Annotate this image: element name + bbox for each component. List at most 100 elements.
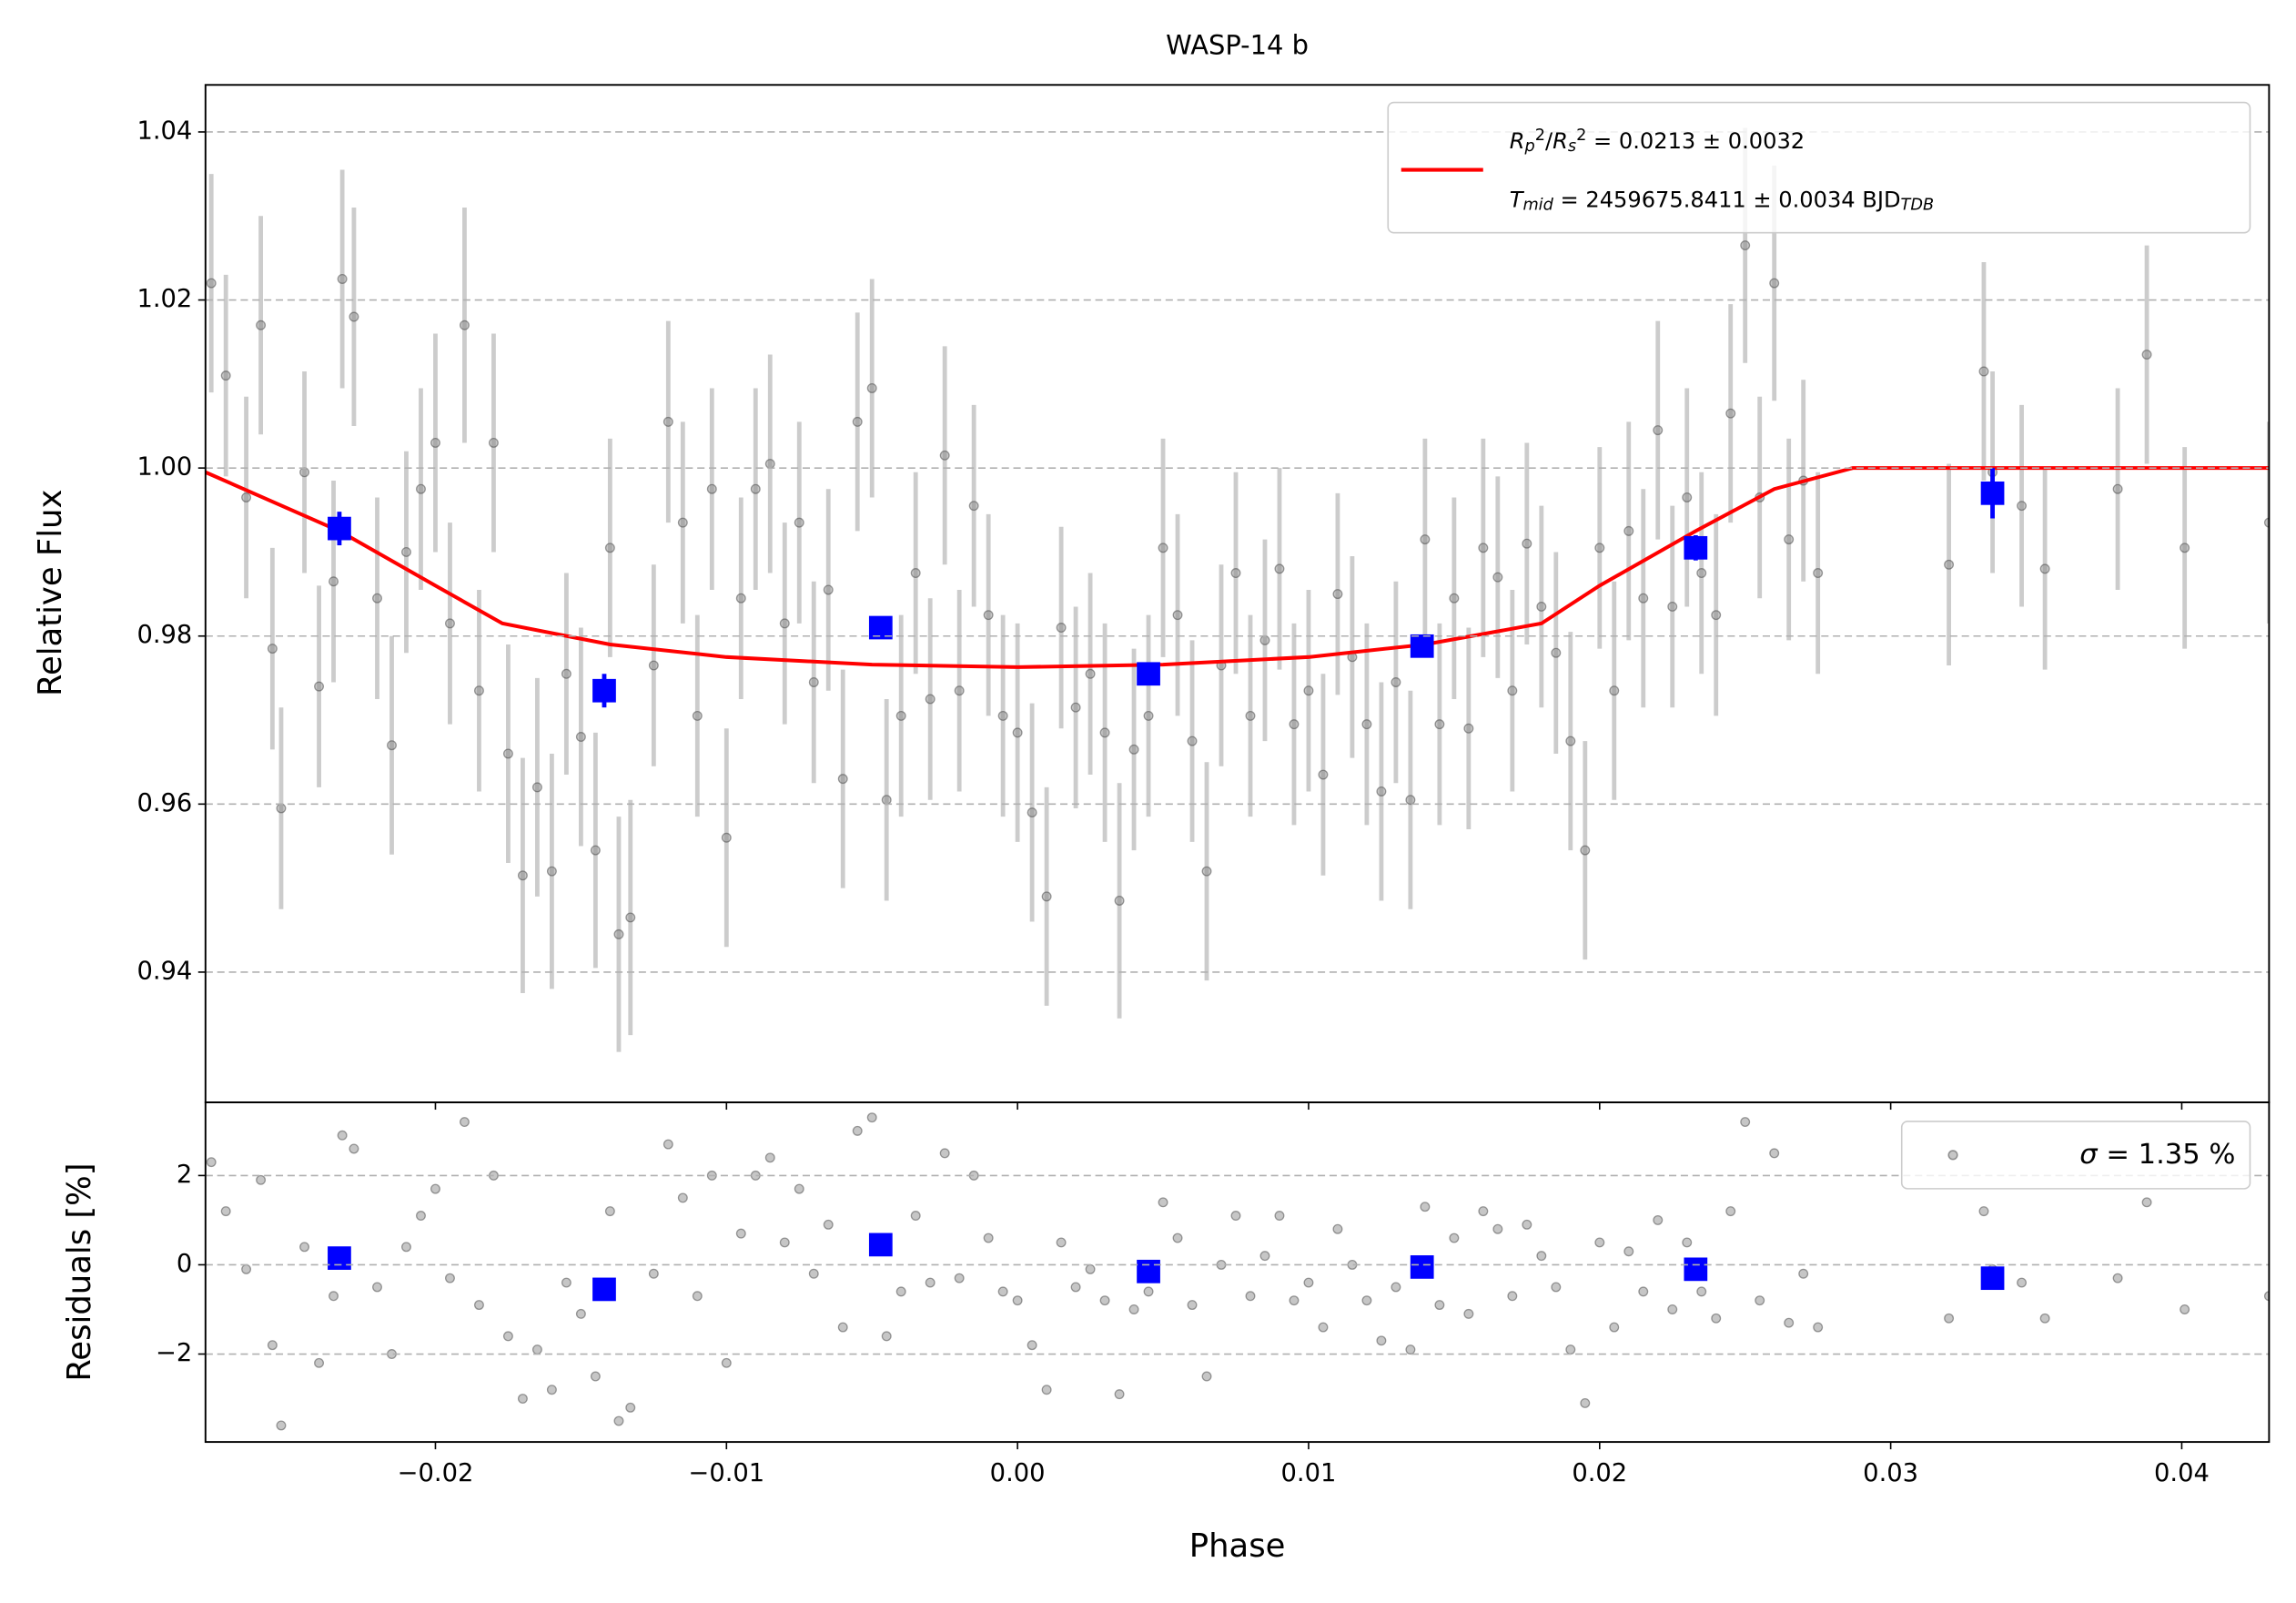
data-point xyxy=(1289,719,1300,730)
legend-label: Tmid = 2459675.8411 ± 0.0034 BJDTDB xyxy=(1510,187,1934,214)
data-point xyxy=(1245,1291,1256,1302)
data-point xyxy=(823,584,834,595)
data-point xyxy=(1536,1251,1547,1262)
y-tick-label: 0.96 xyxy=(137,789,192,817)
data-point xyxy=(299,467,310,478)
data-point xyxy=(1798,1268,1809,1279)
y-tick-label: 2 xyxy=(177,1161,192,1189)
data-point xyxy=(1653,1214,1664,1225)
y-tick-label: 0 xyxy=(177,1250,192,1278)
binned-point xyxy=(592,1277,616,1302)
data-point xyxy=(1361,719,1372,730)
legend-label-part: p xyxy=(1523,137,1534,155)
data-point xyxy=(1653,425,1664,436)
data-point xyxy=(372,593,382,604)
data-point xyxy=(206,1157,217,1168)
y-tick-label: 1.02 xyxy=(137,285,192,313)
y-axis-label: Residuals [%] xyxy=(61,1162,98,1381)
data-point xyxy=(1114,1389,1125,1400)
data-point xyxy=(625,1402,636,1413)
data-point xyxy=(517,1394,528,1405)
data-point xyxy=(1769,278,1780,289)
binned-point xyxy=(328,516,351,541)
data-point xyxy=(1274,1211,1285,1221)
data-point xyxy=(663,1139,673,1150)
data-point xyxy=(276,1420,287,1431)
data-point xyxy=(1696,1286,1707,1297)
data-point xyxy=(1201,866,1212,877)
data-point xyxy=(1158,1197,1168,1208)
data-point xyxy=(531,1344,542,1355)
data-point xyxy=(1813,568,1824,578)
plot-area xyxy=(205,127,2270,1052)
axes-frame xyxy=(204,1101,2271,1444)
data-point xyxy=(1565,736,1576,746)
data-point xyxy=(590,845,601,856)
data-point xyxy=(954,1273,965,1283)
binned-point xyxy=(1410,1255,1434,1279)
legend-label: σ = 1.35 % xyxy=(2079,1138,2235,1170)
legend-label-part: σ xyxy=(2079,1138,2099,1170)
data-point xyxy=(1725,408,1736,419)
data-point xyxy=(1609,1322,1620,1333)
data-point xyxy=(1551,1282,1562,1293)
legend-label-part: s xyxy=(1568,137,1576,155)
data-point xyxy=(1259,1251,1270,1262)
data-point xyxy=(1492,572,1503,583)
data-point xyxy=(1434,1300,1445,1311)
data-point xyxy=(1638,593,1649,604)
data-point xyxy=(1070,702,1081,713)
legend-label-part: 2 xyxy=(1535,127,1545,145)
data-point xyxy=(1056,1237,1067,1248)
data-point xyxy=(2112,483,2123,494)
data-point xyxy=(1259,634,1270,645)
data-point xyxy=(983,1233,994,1243)
data-point xyxy=(1085,1263,1096,1274)
data-point xyxy=(692,710,703,721)
binned-point xyxy=(1980,481,2005,505)
binned-point xyxy=(1410,634,1434,658)
legend-label-part: R xyxy=(1510,128,1525,154)
data-point xyxy=(267,1340,278,1351)
data-point xyxy=(299,1242,310,1253)
data-point xyxy=(866,1112,877,1123)
data-point xyxy=(488,437,499,448)
data-point xyxy=(430,437,440,448)
data-point xyxy=(1318,769,1329,780)
data-point xyxy=(1041,1385,1052,1395)
data-point xyxy=(779,1237,790,1248)
data-point xyxy=(895,710,906,721)
data-point xyxy=(866,382,877,393)
data-point xyxy=(220,1206,231,1217)
y-tick-label: −2 xyxy=(156,1339,192,1367)
data-point xyxy=(2263,517,2270,528)
data-point xyxy=(823,1219,834,1230)
data-point xyxy=(2039,563,2050,574)
data-point xyxy=(1463,723,1474,734)
x-tick-label: 0.02 xyxy=(1572,1459,1627,1487)
data-point xyxy=(329,576,339,587)
data-point xyxy=(2180,1304,2190,1314)
data-point xyxy=(910,568,921,578)
data-point xyxy=(401,546,411,557)
data-point xyxy=(808,677,819,687)
legend-label-part: 2 xyxy=(1576,127,1586,145)
binned-point xyxy=(1684,535,1708,560)
data-point xyxy=(416,1211,426,1221)
data-point xyxy=(1027,807,1037,818)
binned-point xyxy=(592,678,616,703)
data-point xyxy=(1012,727,1023,738)
data-point xyxy=(337,1130,348,1141)
data-point xyxy=(1551,647,1562,658)
data-point xyxy=(1813,1322,1824,1333)
data-point xyxy=(473,1300,484,1311)
data-point xyxy=(1522,538,1532,549)
data-point xyxy=(1056,623,1067,633)
data-point xyxy=(1376,1335,1387,1346)
data-point xyxy=(1128,744,1139,755)
data-point xyxy=(561,668,571,679)
data-point xyxy=(517,870,528,881)
data-point xyxy=(1114,896,1125,906)
data-point xyxy=(416,483,426,494)
